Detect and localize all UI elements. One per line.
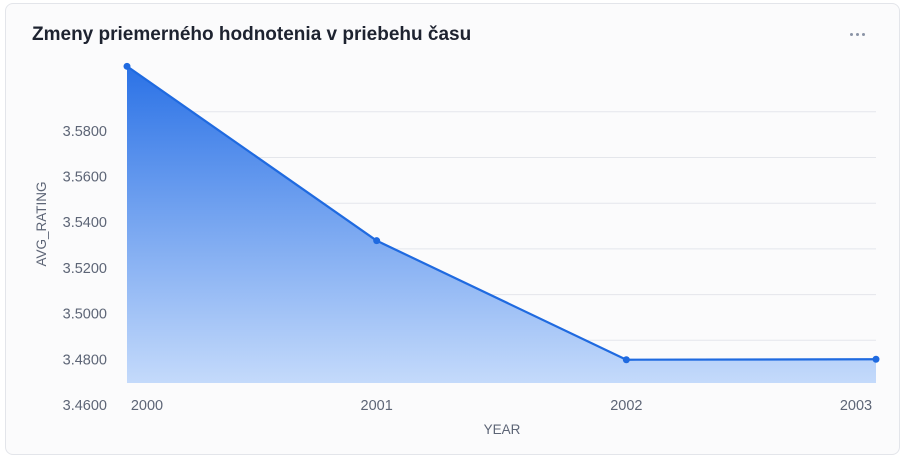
data-point[interactable]: [872, 355, 880, 363]
y-tick-label: 3.5800: [63, 124, 107, 140]
x-tick-label: 2000: [131, 398, 163, 414]
menu-dot: [861, 32, 865, 36]
x-tick-label: 2001: [361, 398, 393, 414]
x-axis-title: YEAR: [484, 422, 521, 437]
chart-title: Zmeny priemerného hodnotenia v priebehu …: [32, 24, 472, 45]
y-tick-label: 3.5400: [63, 215, 107, 231]
data-point[interactable]: [123, 62, 131, 70]
x-tick-label: 2003: [840, 398, 872, 414]
data-point[interactable]: [622, 356, 630, 364]
data-point[interactable]: [373, 237, 381, 245]
y-tick-label: 3.4800: [63, 352, 107, 368]
y-axis-ticks: 3.4600 3.4800 3.5000 3.5200 3.5400 3.5600 3.58…: [63, 124, 107, 414]
y-tick-label: 3.5600: [63, 170, 107, 186]
series-area: [127, 66, 876, 384]
menu-dot: [855, 32, 859, 36]
area-layer: [127, 66, 876, 384]
y-tick-label: 3.5200: [63, 261, 107, 277]
line-layer: [126, 65, 877, 361]
menu-dot: [849, 32, 853, 36]
x-tick-label: 2002: [610, 398, 642, 414]
y-axis-title: AVG_RATING: [34, 181, 49, 266]
x-axis-ticks: 2000 2001 2002 2003: [131, 398, 872, 414]
series-line: [126, 65, 877, 361]
y-tick-label: 3.5000: [63, 307, 107, 323]
point-layer: [123, 62, 880, 364]
y-tick-label: 3.4600: [63, 398, 107, 414]
more-horizontal-icon[interactable]: [844, 24, 870, 44]
